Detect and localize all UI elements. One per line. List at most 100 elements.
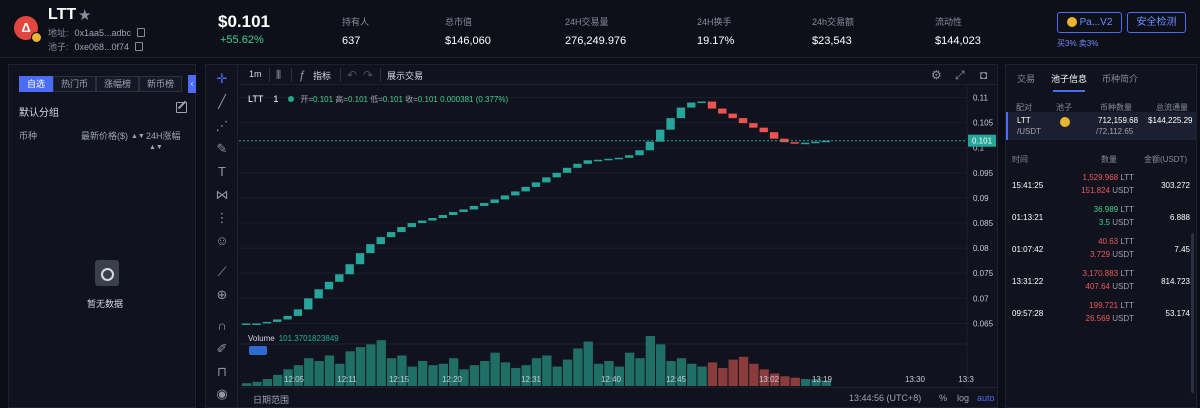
draw-mode-icon[interactable]: ✐ [216, 341, 228, 356]
settings-gear-icon[interactable]: ⚙ [931, 68, 942, 82]
stat-value: 637 [342, 35, 361, 47]
pool-label: 池子: [48, 42, 69, 52]
candle [355, 253, 365, 265]
legend-high-label: 高= [335, 95, 348, 104]
volume-bar [552, 366, 562, 386]
edit-icon[interactable] [176, 102, 187, 113]
y-tick-label: 0.08 [973, 244, 989, 253]
volume-bar [811, 379, 821, 386]
col-coin: 币种 [19, 131, 38, 141]
pool-header-liquidity: 总流通量 [1156, 103, 1188, 112]
sort-icon: ▲▼ [149, 144, 163, 151]
pattern-icon[interactable]: ⋈ [215, 187, 229, 202]
trend-line-icon[interactable]: ╱ [218, 94, 226, 109]
transaction-row[interactable]: 13:31:22 3,170.883 LTT 407.64 USDT 814.7… [1006, 265, 1196, 297]
undo-icon[interactable]: ↶ [347, 68, 358, 82]
tab-favorites[interactable]: 自选 [19, 76, 54, 92]
y-tick-label: 0.075 [973, 269, 994, 278]
legend-symbol: LTT [248, 94, 264, 104]
scrollbar[interactable] [1191, 233, 1194, 393]
candle [521, 186, 530, 192]
stat-label: 流动性 [935, 17, 963, 27]
redo-icon[interactable]: ↷ [363, 68, 374, 82]
legend-open-label: 开= [300, 95, 314, 104]
transaction-row[interactable]: 01:13:21 36.989 LTT 3.5 USDT 6.888 [1006, 201, 1196, 233]
ruler-icon[interactable]: ⟋ [217, 264, 227, 279]
copy-icon[interactable] [137, 28, 146, 37]
col-change[interactable]: 24H涨幅 ▲▼ [146, 129, 195, 152]
transaction-row[interactable]: 15:41:25 1,529.968 LTT 151.824 USDT 303.… [1006, 169, 1196, 201]
candle [252, 323, 261, 325]
transaction-row[interactable]: 09:57:28 199.721 LTT 26.569 USDT 53.174 [1006, 297, 1196, 329]
candle [469, 205, 479, 210]
copy-icon[interactable] [135, 42, 144, 51]
fullscreen-icon[interactable]: ⤢ [955, 68, 965, 82]
interval-selector[interactable]: 1m [249, 69, 262, 79]
pool-row[interactable]: LTT /USDT 712,159.68 /72,112.65 $144,225… [1006, 112, 1196, 140]
tab-token-intro[interactable]: 币种简介 [1102, 74, 1139, 84]
volume-bar [790, 377, 800, 386]
show-trades-button[interactable]: 展示交易 [387, 71, 424, 81]
crosshair-icon[interactable]: ✛ [216, 71, 228, 86]
tx-unit: LTT [1120, 301, 1134, 310]
lock-icon[interactable]: ⊓ [216, 364, 228, 379]
auto-scale-toggle[interactable]: auto [977, 393, 995, 403]
volume-bar [283, 369, 293, 386]
ohlc-legend: LTT 1 开=0.101 高=0.101 低=0.101 收=0.101 0.00… [248, 94, 508, 105]
volume-bar [511, 367, 521, 386]
security-check-button[interactable]: 安全检测 [1127, 12, 1186, 33]
tab-trades[interactable]: 交易 [1017, 74, 1036, 84]
magnet-icon[interactable]: ∩ [217, 318, 227, 333]
timezone-clock[interactable]: 13:44:56 (UTC+8) [849, 393, 922, 403]
fib-tool-icon[interactable]: ⋰ [215, 118, 229, 133]
volume-bar [490, 352, 500, 386]
tab-pool-info[interactable]: 池子信息 [1051, 74, 1088, 92]
indicators-button[interactable]: 指标 [313, 71, 332, 81]
tx-total: 53.174 [1165, 309, 1190, 318]
pair-version-button[interactable]: Pa...V2 [1057, 12, 1122, 33]
brush-icon[interactable]: ✎ [216, 141, 228, 156]
y-tick-label: 0.065 [973, 319, 994, 328]
percent-scale-toggle[interactable]: % [939, 393, 948, 403]
divider [340, 68, 341, 82]
watchlist-panel: 自选 热门币 涨幅榜 新币榜 ‹ 默认分组 币种 最新价格($) ▲▼ 24H涨幅… [8, 64, 196, 408]
favorite-star-icon[interactable]: ★ [78, 7, 92, 24]
text-tool-icon[interactable]: T [218, 164, 226, 179]
indicator-icon[interactable]: ƒ [299, 68, 306, 82]
candle [759, 127, 768, 133]
x-tick-label: 12:31 [521, 375, 542, 384]
candle [728, 113, 737, 119]
tab-hot[interactable]: 热门币 [53, 76, 97, 92]
candle [314, 289, 323, 299]
measure-icon[interactable]: ⋮ [215, 210, 229, 225]
tx-amount-quote: 26.569 [1085, 314, 1110, 323]
candlestick-chart[interactable]: 0.11 0.105 0.1 0.095 0.09 0.085 0.08 0.075 0.07 0… [239, 86, 997, 386]
volume-bar [707, 362, 718, 386]
tab-new[interactable]: 新币榜 [139, 76, 183, 92]
volume-bar [397, 355, 407, 386]
pool-quote: /USDT [1017, 127, 1041, 136]
volume-visibility-toggle[interactable] [249, 346, 267, 355]
screenshot-camera-icon[interactable]: ◘ [980, 68, 988, 82]
candle [511, 191, 520, 196]
transaction-row[interactable]: 01:07:42 40.63 LTT 3.729 USDT 7.45 [1006, 233, 1196, 265]
tx-amount-quote: 407.64 [1085, 282, 1110, 291]
emoji-icon[interactable]: ☺ [215, 233, 229, 248]
candle-type-icon[interactable]: ⫴ [276, 68, 282, 82]
volume-bar [562, 359, 573, 386]
last-price-tag-text: 0.101 [972, 137, 993, 146]
candle [687, 102, 696, 108]
log-scale-toggle[interactable]: log [957, 393, 970, 403]
drawing-toolbar: ✛ ╱ ⋰ ✎ T ⋈ ⋮ ☺ ⟋ ⊕ ∩ ✐ ⊓ ◉ [206, 65, 238, 407]
collapse-panel-button[interactable]: ‹ [188, 75, 196, 93]
tab-gainers[interactable]: 涨幅榜 [96, 76, 140, 92]
date-range-button[interactable]: 日期范围 [253, 395, 290, 405]
eye-icon[interactable]: ◉ [216, 386, 228, 401]
zoom-in-icon[interactable]: ⊕ [216, 287, 228, 302]
legend-interval: 1 [273, 94, 279, 104]
col-price[interactable]: 最新价格($) ▲▼ [81, 129, 145, 142]
divider [380, 68, 381, 82]
volume-bar [718, 367, 728, 386]
watchlist-tabs: 自选 热门币 涨幅榜 新币榜 [19, 76, 183, 92]
volume-bar [656, 344, 666, 386]
